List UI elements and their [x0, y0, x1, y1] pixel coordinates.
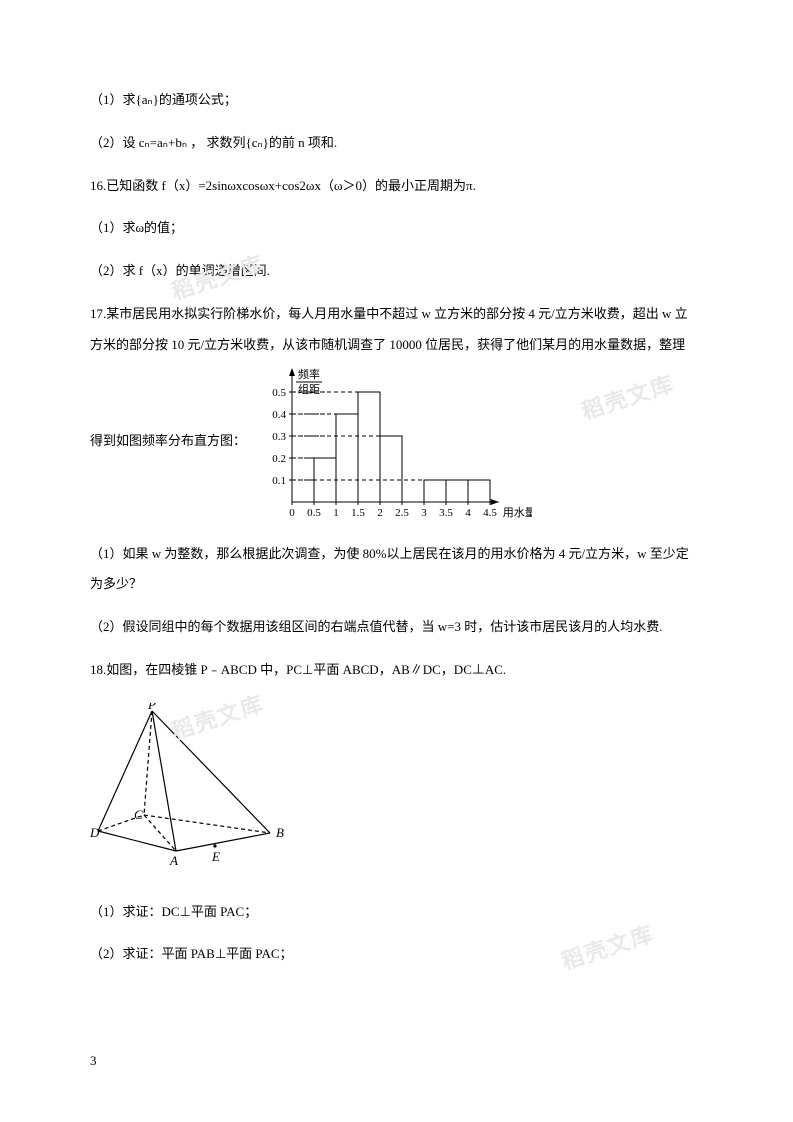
svg-text:0: 0 — [289, 507, 295, 519]
svg-text:频率: 频率 — [298, 367, 320, 381]
svg-text:0.5: 0.5 — [307, 507, 321, 519]
svg-text:2.5: 2.5 — [395, 507, 409, 519]
svg-text:4: 4 — [465, 507, 471, 519]
pyramid-figure: P D C A E B — [90, 703, 703, 880]
q18-stem: 18.如图，在四棱锥 P﹣ABCD 中，PC⊥平面 ABCD，AB∥DC，DC⊥… — [90, 660, 703, 681]
q17-chart-row: 得到如图频率分布直方图： 频率组距 0.1 0.2 0.3 0.4 0.5 0 0.5 1 1.5… — [90, 362, 703, 522]
svg-text:0.2: 0.2 — [272, 453, 286, 465]
histogram-chart: 频率组距 0.1 0.2 0.3 0.4 0.5 0 0.5 1 1.5 2 2.5 3 3.5 4 4.5 用… — [252, 362, 532, 522]
svg-text:3: 3 — [421, 507, 427, 519]
q17-stem-line1: 17.某市居民用水拟实行阶梯水价，每人月用水量中不超过 w 立方米的部分按 4 … — [90, 304, 703, 325]
svg-text:E: E — [211, 849, 220, 864]
q17-stem-line2: 方米的部分按 10 元/立方米收费，从该市随机调查了 10000 位居民，获得了… — [90, 335, 703, 356]
svg-text:0.1: 0.1 — [272, 475, 286, 487]
q17-part1-line2: 为多少？ — [90, 574, 703, 595]
q16-part1: （1）求ω的值； — [90, 218, 703, 239]
svg-text:0.4: 0.4 — [272, 409, 286, 421]
svg-text:0.3: 0.3 — [272, 431, 286, 443]
q16-part2: （2）求 f（x）的单调递增区间. — [90, 261, 703, 282]
svg-text:4.5: 4.5 — [483, 507, 497, 519]
svg-text:A: A — [169, 853, 178, 868]
svg-text:C: C — [134, 807, 143, 822]
q17-lead-text: 得到如图频率分布直方图： — [90, 431, 246, 452]
q17-part1-line1: （1）如果 w 为整数，那么根据此次调查，为使 80%以上居民在该月的用水价格为… — [90, 544, 703, 565]
svg-text:1: 1 — [333, 507, 339, 519]
svg-text:组距: 组距 — [298, 382, 320, 396]
q17-part2: （2）假设同组中的每个数据用该组区间的右端点值代替，当 w=3 时，估计该市居民… — [90, 617, 703, 638]
pyramid-svg: P D C A E B — [90, 703, 300, 873]
q18-part2: （2）求证：平面 PAB⊥平面 PAC； — [90, 944, 703, 965]
svg-text:用水量(立方米): 用水量(立方米) — [503, 505, 532, 519]
svg-text:0.5: 0.5 — [272, 387, 286, 399]
q16-stem: 16.已知函数 f（x）=2sinωxcosωx+cos2ωx（ω＞0）的最小正… — [90, 176, 703, 197]
q15-part1: （1）求{aₙ}的通项公式； — [90, 90, 703, 111]
histogram-svg: 频率组距 0.1 0.2 0.3 0.4 0.5 0 0.5 1 1.5 2 2.5 3 3.5 4 4.5 用… — [252, 362, 532, 522]
svg-text:1.5: 1.5 — [351, 507, 365, 519]
page-number: 3 — [90, 1051, 97, 1072]
q18-part1: （1）求证：DC⊥平面 PAC； — [90, 902, 703, 923]
q15-part2: （2）设 cₙ=aₙ+bₙ ， 求数列{cₙ}的前 n 项和. — [90, 133, 703, 154]
svg-text:3.5: 3.5 — [439, 507, 453, 519]
svg-text:2: 2 — [377, 507, 383, 519]
svg-text:D: D — [90, 825, 100, 840]
svg-text:B: B — [276, 825, 284, 840]
svg-text:P: P — [147, 703, 156, 712]
